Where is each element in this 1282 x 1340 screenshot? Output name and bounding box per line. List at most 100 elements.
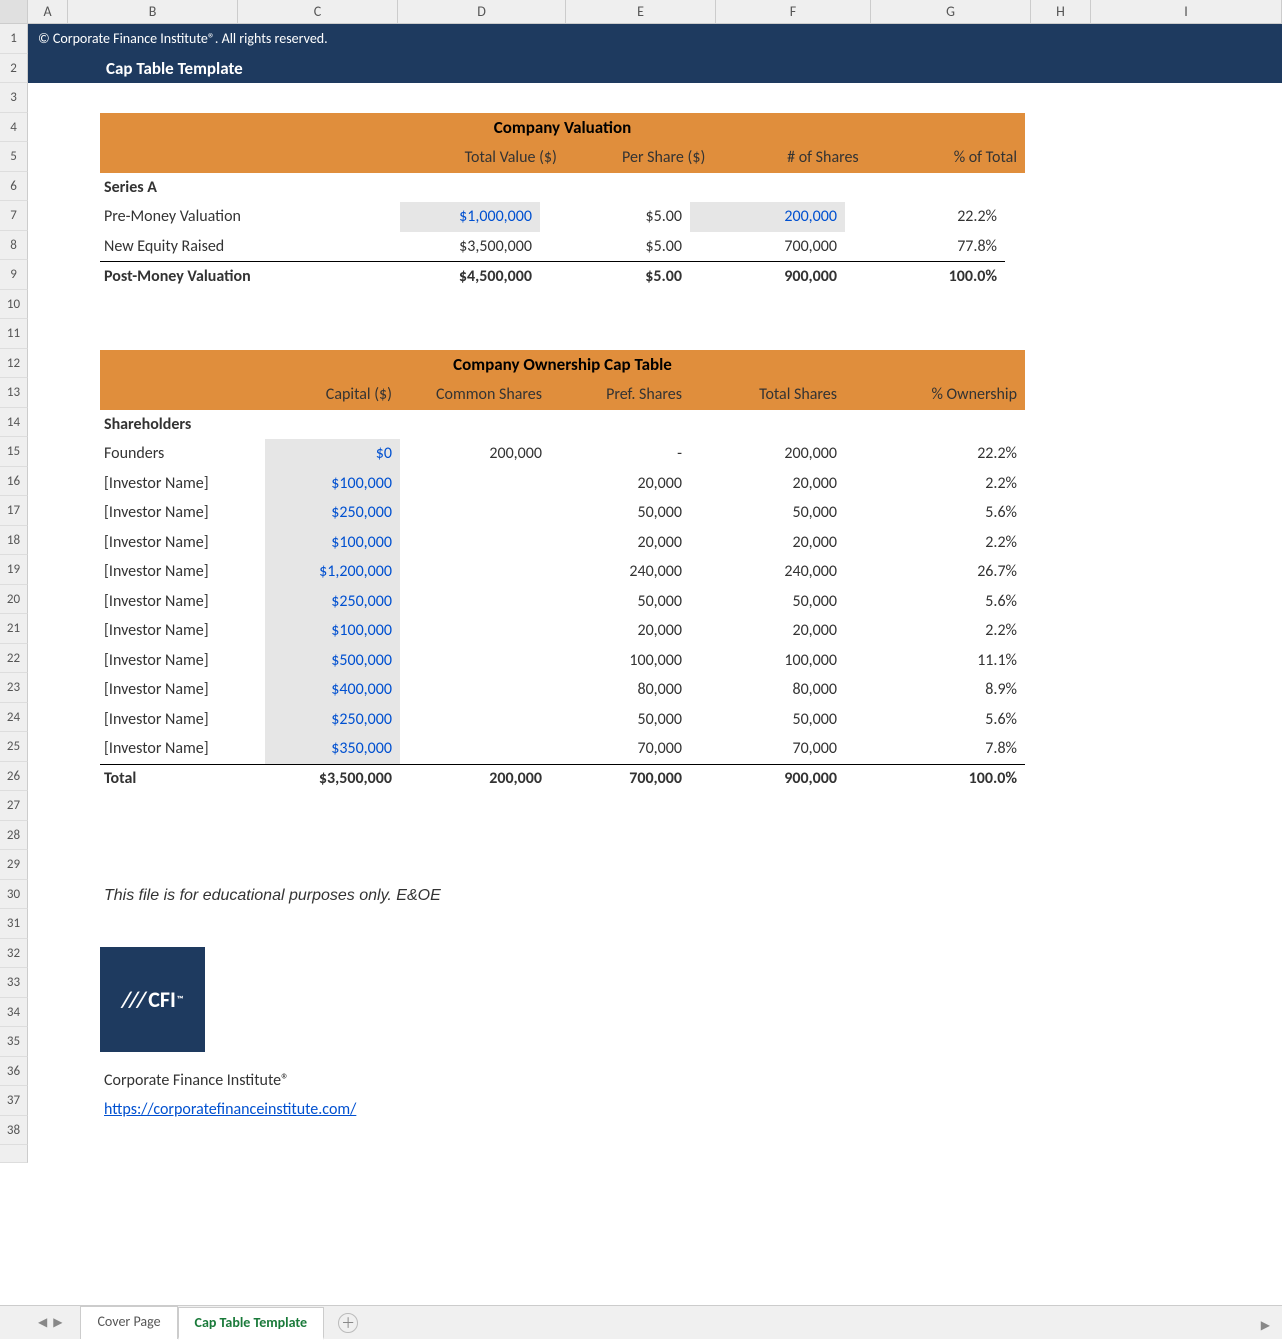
- tab-prev-icon[interactable]: ◀: [38, 1315, 47, 1330]
- shareholder-capital[interactable]: $1,200,000: [265, 557, 400, 587]
- row-header-26[interactable]: 26: [0, 762, 28, 792]
- shareholder-common: [400, 528, 550, 558]
- captable-data-row: [Investor Name]$1,200,000240,000240,0002…: [100, 557, 1025, 587]
- row-header-16[interactable]: 16: [0, 467, 28, 497]
- row-header-14[interactable]: 14: [0, 408, 28, 438]
- row-header-30[interactable]: 30: [0, 880, 28, 910]
- row-header-2[interactable]: 2: [0, 54, 28, 84]
- captable-col-common: Common Shares: [400, 380, 550, 410]
- col-header-C[interactable]: C: [238, 0, 398, 23]
- row-header-36[interactable]: 36: [0, 1057, 28, 1087]
- row-header-38[interactable]: 38: [0, 1116, 28, 1146]
- valuation-col-shares: # of Shares: [713, 143, 866, 173]
- row-header-1[interactable]: 1: [0, 24, 28, 54]
- row-header-8[interactable]: 8: [0, 231, 28, 261]
- select-all-corner[interactable]: [0, 0, 28, 23]
- title-bar: Cap Table Template: [28, 53, 1282, 83]
- captable-col-pct: % Ownership: [845, 380, 1025, 410]
- row-header-22[interactable]: 22: [0, 644, 28, 674]
- shareholder-capital[interactable]: $350,000: [265, 734, 400, 764]
- shareholder-capital[interactable]: $250,000: [265, 587, 400, 617]
- valuation-row-total[interactable]: $1,000,000: [400, 202, 540, 232]
- shareholder-capital[interactable]: $100,000: [265, 469, 400, 499]
- sheet-tab[interactable]: Cap Table Template: [178, 1307, 325, 1340]
- shareholder-total: 20,000: [690, 528, 845, 558]
- row-header-4[interactable]: 4: [0, 113, 28, 143]
- add-sheet-button[interactable]: ＋: [338, 1313, 358, 1333]
- row-header-34[interactable]: 34: [0, 998, 28, 1028]
- row-header-13[interactable]: 13: [0, 378, 28, 408]
- valuation-data-row: New Equity Raised$3,500,000$5.00700,0007…: [100, 232, 1025, 262]
- row-header-19[interactable]: 19: [0, 555, 28, 585]
- row-header-17[interactable]: 17: [0, 496, 28, 526]
- row-header-33[interactable]: 33: [0, 968, 28, 998]
- row-header-3[interactable]: 3: [0, 83, 28, 113]
- shareholder-capital[interactable]: $500,000: [265, 646, 400, 676]
- row-header-12[interactable]: 12: [0, 349, 28, 379]
- row-header-32[interactable]: 32: [0, 939, 28, 969]
- row-header-27[interactable]: 27: [0, 791, 28, 821]
- col-header-G[interactable]: G: [871, 0, 1031, 23]
- shareholder-name: [Investor Name]: [100, 734, 265, 764]
- col-header-E[interactable]: E: [566, 0, 716, 23]
- valuation-series-row: Series A: [100, 173, 1025, 203]
- shareholder-pct: 2.2%: [845, 616, 1025, 646]
- row-header-29[interactable]: 29: [0, 850, 28, 880]
- shareholder-capital[interactable]: $250,000: [265, 498, 400, 528]
- col-header-B[interactable]: B: [68, 0, 238, 23]
- shareholder-pref: 50,000: [550, 587, 690, 617]
- row-header-6[interactable]: 6: [0, 172, 28, 202]
- row-header-15[interactable]: 15: [0, 437, 28, 467]
- shareholder-name: [Investor Name]: [100, 646, 265, 676]
- row-header-10[interactable]: 10: [0, 290, 28, 320]
- valuation-total-shares: 900,000: [690, 261, 845, 291]
- col-header-D[interactable]: D: [398, 0, 566, 23]
- tab-next-icon[interactable]: ▶: [53, 1315, 62, 1330]
- captable-column-headers: Capital ($) Common Shares Pref. Shares T…: [100, 380, 1025, 410]
- valuation-row-shares[interactable]: 200,000: [690, 202, 845, 232]
- col-header-I[interactable]: I: [1091, 0, 1282, 23]
- row-header-20[interactable]: 20: [0, 585, 28, 615]
- scroll-right-icon[interactable]: ▶: [1261, 1318, 1270, 1333]
- col-header-H[interactable]: H: [1031, 0, 1091, 23]
- copyright-bar: © Corporate Finance Institute®. All righ…: [28, 24, 1282, 53]
- shareholder-pref: 80,000: [550, 675, 690, 705]
- company-url-link[interactable]: https://corporatefinanceinstitute.com/: [104, 1100, 356, 1119]
- captable-total-label: Total: [100, 764, 265, 794]
- shareholder-capital[interactable]: $100,000: [265, 528, 400, 558]
- captable-data-row: [Investor Name]$250,00050,00050,0005.6%: [100, 498, 1025, 528]
- shareholder-capital[interactable]: $400,000: [265, 675, 400, 705]
- row-header-31[interactable]: 31: [0, 909, 28, 939]
- shareholder-capital[interactable]: $250,000: [265, 705, 400, 735]
- row-header-28[interactable]: 28: [0, 821, 28, 851]
- shareholder-pct: 26.7%: [845, 557, 1025, 587]
- row-header-18[interactable]: 18: [0, 526, 28, 556]
- row-header-21[interactable]: 21: [0, 614, 28, 644]
- row-header-23[interactable]: 23: [0, 673, 28, 703]
- shareholder-common: [400, 646, 550, 676]
- shareholder-total: 20,000: [690, 616, 845, 646]
- row-header-7[interactable]: 7: [0, 201, 28, 231]
- row-header-9[interactable]: 9: [0, 260, 28, 290]
- col-header-F[interactable]: F: [716, 0, 871, 23]
- row-header-25[interactable]: 25: [0, 732, 28, 762]
- row-header-37[interactable]: 37: [0, 1086, 28, 1116]
- shareholder-capital[interactable]: $0: [265, 439, 400, 469]
- spreadsheet-grid[interactable]: © Corporate Finance Institute®. All righ…: [28, 24, 1282, 1305]
- col-header-A[interactable]: A: [28, 0, 68, 23]
- shareholder-common: [400, 734, 550, 764]
- row-header-11[interactable]: 11: [0, 319, 28, 349]
- shareholder-total: 50,000: [690, 705, 845, 735]
- captable-col-capital: Capital ($): [265, 380, 400, 410]
- captable-data-row: [Investor Name]$250,00050,00050,0005.6%: [100, 705, 1025, 735]
- captable-total-row: Total $3,500,000 200,000 700,000 900,000…: [100, 764, 1025, 794]
- shareholder-capital[interactable]: $100,000: [265, 616, 400, 646]
- sheet-tab[interactable]: Cover Page: [80, 1306, 177, 1339]
- shareholder-common: [400, 469, 550, 499]
- captable-data-row: [Investor Name]$500,000100,000100,00011.…: [100, 646, 1025, 676]
- row-header-35[interactable]: 35: [0, 1027, 28, 1057]
- valuation-row-pershare: $5.00: [540, 232, 690, 262]
- captable-col-total: Total Shares: [690, 380, 845, 410]
- row-header-5[interactable]: 5: [0, 142, 28, 172]
- row-header-24[interactable]: 24: [0, 703, 28, 733]
